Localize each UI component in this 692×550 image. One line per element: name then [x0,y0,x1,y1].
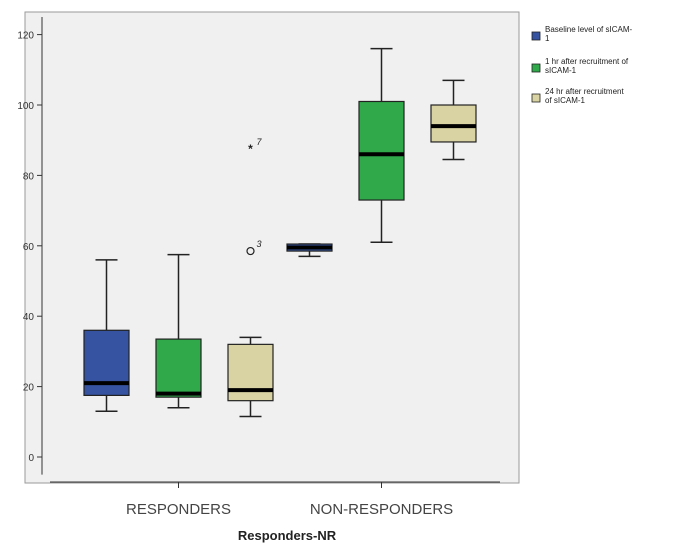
outlier-label: 3 [257,239,262,249]
x-axis-title: Responders-NR [238,528,337,543]
y-tick-label: 80 [23,171,35,182]
box-plots [83,47,477,418]
plot-background [24,11,520,484]
legend-label: 24 hr after recruitment of sICAM-1 [545,87,624,105]
box-iqr [358,100,405,201]
y-tick-label: 20 [23,383,35,394]
y-tick-label: 60 [23,242,35,253]
y-tick-label: 120 [17,31,34,42]
legend: Baseline level of sICAM-1 1 hr after recr… [531,25,632,105]
legend-swatch [531,31,541,41]
outlier-point [246,246,255,256]
legend-item: Baseline level of sICAM-1 [531,25,632,43]
legend-swatch [531,93,541,103]
box-iqr [83,329,130,397]
legend-item: 1 hr after recruitment of sICAM-1 [531,57,629,75]
y-tick-label: 0 [28,453,34,464]
box-3-non-responders [430,79,477,161]
x-tick-label: RESPONDERS [126,501,231,518]
box-1-non-responders [286,243,333,258]
y-tick-label: 100 [17,101,34,112]
x-tick-label: NON-RESPONDERS [310,501,453,518]
outlier-label: 7 [257,137,263,147]
y-tick-label: 40 [23,312,35,323]
y-axis: 0 20 40 60 80 100 120 [17,17,43,475]
box-2-responders [155,253,202,409]
legend-swatch [531,63,541,73]
box-iqr [227,343,274,402]
x-axis: RESPONDERS NON-RESPONDERS [50,481,500,518]
legend-label: Baseline level of sICAM-1 [545,25,632,43]
box-2-non-responders [358,47,405,244]
legend-item: 24 hr after recruitment of sICAM-1 [531,87,624,105]
legend-label: 1 hr after recruitment of sICAM-1 [545,57,629,75]
box-iqr [155,338,202,398]
extreme-point: * [248,142,253,156]
outlier-points: 3 * 7 [246,137,263,256]
box-1-responders [83,259,130,412]
box-iqr [430,104,477,143]
box-3-responders [227,336,274,418]
